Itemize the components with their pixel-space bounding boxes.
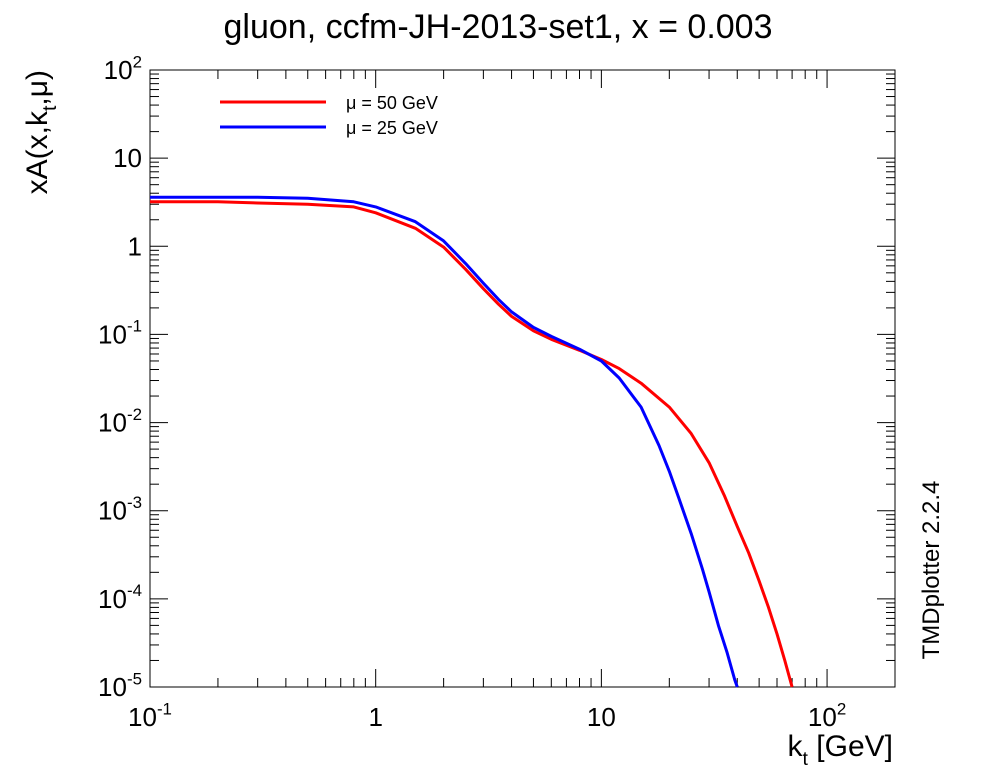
y-tick-label: 10 (113, 143, 142, 173)
legend: μ = 50 GeV μ = 25 GeV (220, 93, 438, 138)
series-line-2 (150, 195, 739, 688)
y-tick-label: 10-3 (98, 493, 142, 526)
x-tick-label: 102 (808, 699, 846, 732)
y-tick-label: 10-5 (98, 669, 142, 702)
series-lines (150, 195, 794, 688)
y-tick-label: 10-2 (98, 405, 142, 438)
x-tick-label: 10 (587, 702, 616, 732)
legend-label-2: μ = 25 GeV (346, 118, 438, 138)
x-tick-label: 10-1 (128, 699, 172, 732)
y-tick-label: 10-4 (98, 581, 142, 614)
y-tick-label: 102 (104, 52, 142, 85)
plot-area (149, 69, 896, 688)
x-tick-label: 1 (368, 702, 382, 732)
tmdplotter-version-label: TMDplotter 2.2.4 (918, 481, 945, 660)
y-tick-label: 1 (128, 231, 142, 261)
series-line-1 (150, 200, 794, 688)
x-axis-label: kt [GeV] (788, 730, 893, 770)
y-tick-label: 10-1 (98, 317, 142, 350)
tick-labels: 10-1 1 10 102 10-5 10-4 10-3 10-2 10-1 1 10 102 (98, 52, 846, 732)
axis-ticks (149, 69, 896, 688)
chart-title: gluon, ccfm-JH-2013-set1, x = 0.003 (224, 8, 773, 46)
plot-frame (149, 69, 896, 688)
y-axis-label: xA(x,kt,μ) (21, 70, 61, 194)
legend-label-1: μ = 50 GeV (346, 93, 438, 113)
